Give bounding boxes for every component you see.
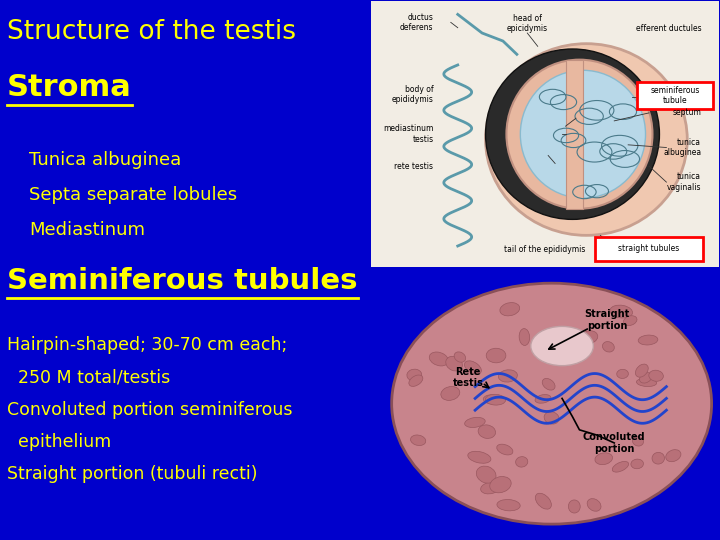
Ellipse shape — [446, 356, 462, 371]
Ellipse shape — [610, 305, 632, 318]
Ellipse shape — [636, 379, 657, 387]
Ellipse shape — [568, 500, 580, 513]
Ellipse shape — [454, 352, 466, 362]
Ellipse shape — [497, 500, 520, 511]
Ellipse shape — [649, 370, 663, 381]
Ellipse shape — [497, 444, 513, 455]
Text: rete testis: rete testis — [395, 161, 433, 171]
Text: body of
epididymis: body of epididymis — [392, 85, 433, 104]
Ellipse shape — [392, 283, 711, 524]
Text: Structure of the testis: Structure of the testis — [7, 19, 296, 45]
Ellipse shape — [410, 435, 426, 445]
Ellipse shape — [483, 395, 501, 404]
FancyBboxPatch shape — [595, 237, 703, 261]
Bar — [565, 59, 583, 209]
Ellipse shape — [624, 316, 637, 326]
Ellipse shape — [587, 498, 601, 511]
Text: Hairpin-shaped; 30-70 cm each;: Hairpin-shaped; 30-70 cm each; — [7, 336, 287, 354]
Ellipse shape — [468, 451, 491, 463]
Ellipse shape — [521, 70, 646, 198]
Ellipse shape — [639, 373, 652, 383]
Ellipse shape — [542, 379, 555, 390]
Ellipse shape — [485, 394, 505, 405]
Ellipse shape — [603, 342, 614, 352]
Ellipse shape — [464, 417, 485, 428]
Text: Seminiferous tubules: Seminiferous tubules — [7, 267, 358, 295]
Text: Stroma: Stroma — [7, 73, 132, 102]
Text: tunica
vaginalis: tunica vaginalis — [667, 172, 701, 192]
Ellipse shape — [595, 453, 613, 464]
Ellipse shape — [498, 370, 518, 382]
Text: Mediastinum: Mediastinum — [29, 221, 145, 239]
Text: Rete
testis: Rete testis — [453, 367, 484, 388]
Ellipse shape — [407, 369, 422, 381]
Text: straight tubules: straight tubules — [618, 244, 680, 253]
Ellipse shape — [429, 352, 449, 366]
Text: efferent ductules: efferent ductules — [636, 24, 701, 33]
Ellipse shape — [500, 302, 520, 316]
Text: Convoluted
portion: Convoluted portion — [583, 432, 646, 454]
Text: head of
epicidymis: head of epicidymis — [507, 14, 548, 33]
Ellipse shape — [617, 369, 629, 379]
Ellipse shape — [481, 482, 500, 494]
Text: tail of the epididymis: tail of the epididymis — [504, 245, 585, 254]
Ellipse shape — [638, 335, 658, 345]
Text: Straight
portion: Straight portion — [585, 309, 630, 330]
Ellipse shape — [519, 328, 530, 346]
Text: epithelium: epithelium — [7, 433, 112, 451]
Ellipse shape — [477, 466, 496, 483]
Ellipse shape — [612, 462, 629, 472]
Ellipse shape — [485, 49, 660, 219]
Ellipse shape — [652, 453, 665, 464]
FancyBboxPatch shape — [636, 82, 714, 109]
Text: mediastinum
testis: mediastinum testis — [383, 125, 433, 144]
Ellipse shape — [464, 361, 482, 374]
Ellipse shape — [516, 457, 528, 467]
Text: Convoluted portion seminiferous: Convoluted portion seminiferous — [7, 401, 293, 418]
Ellipse shape — [666, 450, 681, 462]
Ellipse shape — [580, 331, 598, 343]
Ellipse shape — [478, 425, 495, 438]
Text: septum: septum — [672, 109, 701, 117]
Text: Straight portion (tubuli recti): Straight portion (tubuli recti) — [7, 465, 258, 483]
Ellipse shape — [632, 436, 644, 446]
Text: seminiferous
tubule: seminiferous tubule — [650, 86, 700, 105]
Ellipse shape — [535, 493, 552, 509]
Ellipse shape — [531, 326, 593, 366]
Ellipse shape — [631, 459, 644, 469]
Ellipse shape — [409, 375, 423, 387]
Text: ductus
deferens: ductus deferens — [400, 12, 433, 32]
Ellipse shape — [486, 348, 506, 363]
Ellipse shape — [535, 395, 551, 403]
Text: tunica
albuginea: tunica albuginea — [663, 138, 701, 157]
Text: 250 M total/testis: 250 M total/testis — [7, 368, 171, 386]
Ellipse shape — [636, 364, 648, 377]
Text: Tunica albuginea: Tunica albuginea — [29, 151, 181, 169]
Text: Septa separate lobules: Septa separate lobules — [29, 186, 237, 204]
Ellipse shape — [573, 335, 590, 348]
Ellipse shape — [506, 59, 652, 209]
Ellipse shape — [490, 476, 511, 493]
Ellipse shape — [485, 44, 688, 235]
Ellipse shape — [544, 411, 559, 424]
Ellipse shape — [441, 387, 460, 400]
